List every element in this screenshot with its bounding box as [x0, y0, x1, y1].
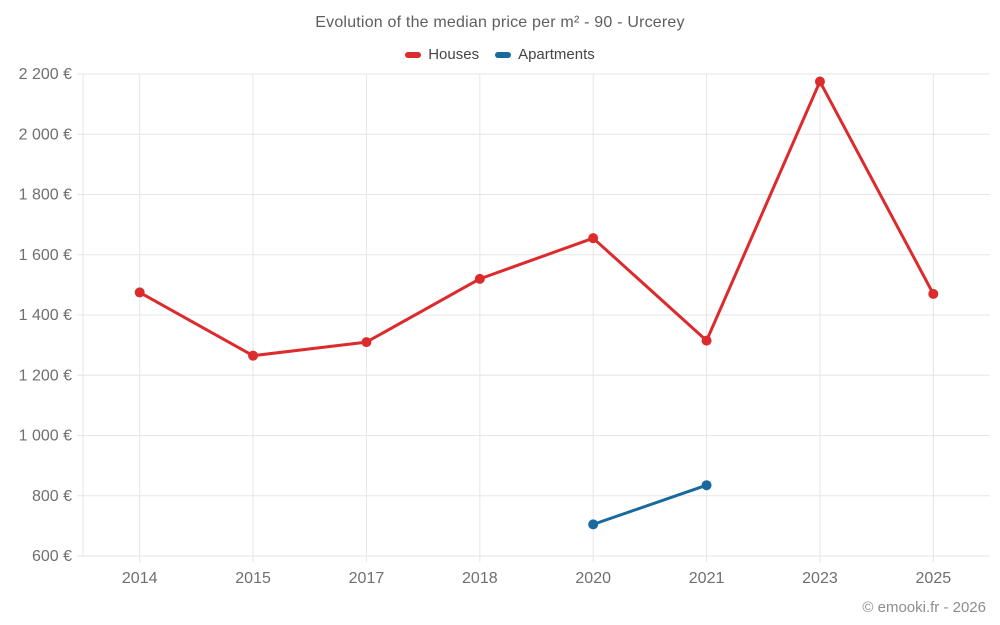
y-tick-label: 800 €: [32, 488, 72, 505]
y-tick-label: 1 400 €: [19, 307, 72, 324]
data-point-houses-2015[interactable]: [248, 350, 259, 361]
y-tick-label: 1 600 €: [19, 247, 72, 264]
attribution: © emooki.fr - 2026: [862, 599, 986, 616]
chart-title: Evolution of the median price per m² - 9…: [315, 14, 685, 31]
data-point-apartments-2020[interactable]: [588, 519, 599, 530]
data-point-houses-2020[interactable]: [588, 233, 599, 244]
x-tick-label: 2020: [575, 570, 611, 587]
legend-label: Houses: [428, 46, 480, 63]
y-tick-label: 1 200 €: [19, 367, 72, 384]
legend-label: Apartments: [518, 46, 595, 63]
data-point-houses-2021[interactable]: [701, 335, 712, 346]
series-line-apartments[interactable]: [591, 483, 709, 526]
x-tick-label: 2021: [689, 570, 725, 587]
x-tick-label: 2018: [462, 570, 498, 587]
x-tick-label: 2023: [802, 570, 838, 587]
data-point-houses-2017[interactable]: [361, 337, 372, 348]
data-point-houses-2014[interactable]: [134, 287, 145, 298]
x-tick-label: 2025: [916, 570, 952, 587]
y-tick-label: 2 000 €: [19, 126, 72, 143]
y-tick-label: 2 200 €: [19, 66, 72, 83]
houses-series-marker-icon: [405, 51, 422, 58]
y-tick-label: 1 000 €: [19, 428, 72, 445]
legend-item-houses[interactable]: Houses: [405, 46, 479, 63]
y-tick-label: 1 800 €: [19, 187, 72, 204]
data-point-houses-2018[interactable]: [474, 273, 485, 284]
legend-item-apartments[interactable]: Apartments: [495, 46, 595, 63]
x-tick-label: 2015: [235, 570, 271, 587]
apartments-series-marker-icon: [495, 51, 512, 58]
chart-legend: Houses Apartments: [0, 46, 1000, 63]
x-tick-label: 2017: [349, 570, 385, 587]
data-point-houses-2025[interactable]: [928, 288, 939, 299]
data-point-houses-2023[interactable]: [814, 76, 825, 87]
series-line-houses[interactable]: [138, 80, 935, 358]
x-tick-label: 2014: [122, 570, 158, 587]
data-point-apartments-2021[interactable]: [701, 480, 712, 491]
y-tick-label: 600 €: [32, 548, 72, 565]
